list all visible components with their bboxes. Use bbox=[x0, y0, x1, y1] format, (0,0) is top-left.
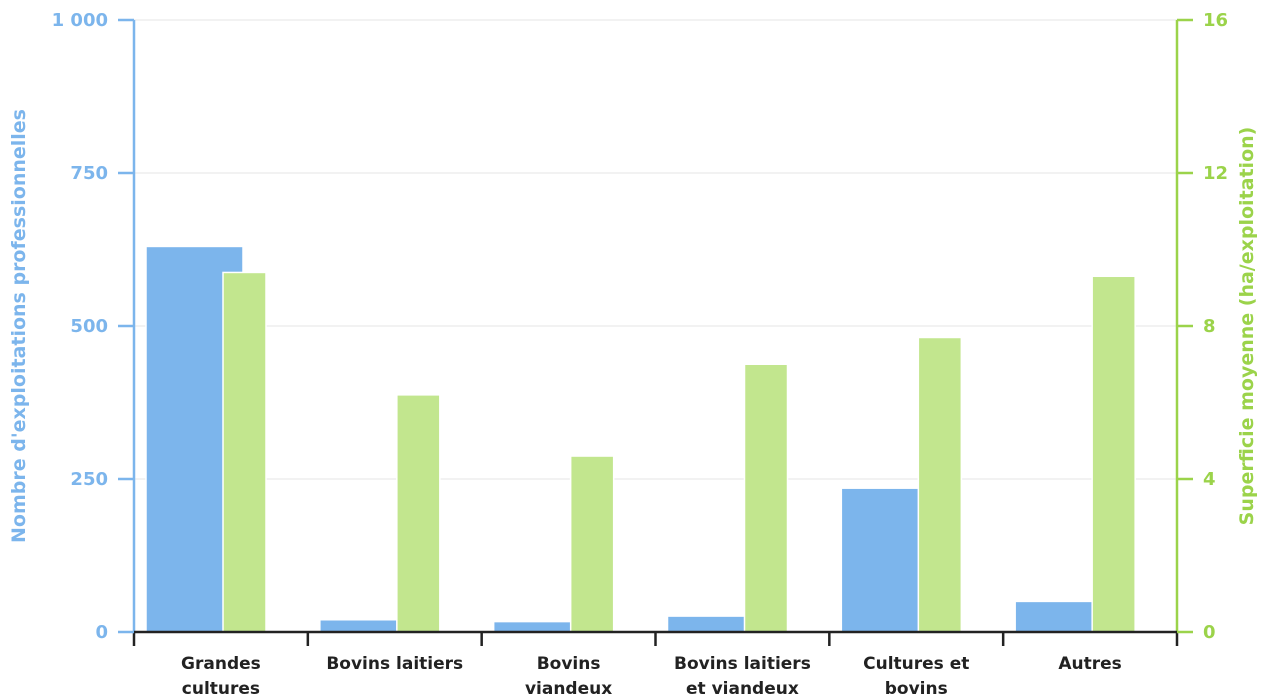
category-label: Autres bbox=[1058, 654, 1121, 674]
right-axis-ticks: 0 4 8 12 16 bbox=[1177, 10, 1228, 643]
category-label: Bovins bbox=[537, 654, 601, 674]
left-tick-label: 500 bbox=[70, 316, 108, 337]
left-tick-label: 0 bbox=[95, 622, 108, 643]
axes bbox=[132, 20, 1179, 646]
category-label: Cultures et bbox=[863, 654, 969, 674]
bar-right-series bbox=[222, 271, 267, 633]
left-axis-title: Nombre d'exploitations professionnelles bbox=[8, 109, 30, 543]
left-tick-label: 1 000 bbox=[52, 10, 108, 31]
right-tick-label: 16 bbox=[1203, 10, 1228, 31]
right-axis-title: Superficie moyenne (ha/exploitation) bbox=[1236, 127, 1258, 526]
left-tick-label: 250 bbox=[70, 469, 108, 490]
right-tick-label: 0 bbox=[1203, 622, 1216, 643]
right-tick-label: 8 bbox=[1203, 316, 1216, 337]
category-label: bovins bbox=[885, 679, 948, 698]
category-label: Grandes bbox=[181, 654, 261, 674]
right-tick-label: 4 bbox=[1203, 469, 1216, 490]
bar-right-series bbox=[917, 336, 963, 633]
gridlines bbox=[134, 19, 1177, 480]
left-axis-ticks: 0 250 500 750 1 000 bbox=[52, 10, 134, 643]
left-tick-label: 750 bbox=[70, 163, 108, 184]
category-label: Bovins laitiers bbox=[674, 654, 811, 674]
category-label: viandeux bbox=[525, 679, 612, 698]
right-tick-label: 12 bbox=[1203, 163, 1228, 184]
bars bbox=[145, 245, 1136, 633]
bar-right-series bbox=[743, 363, 789, 633]
category-label: Bovins laitiers bbox=[326, 654, 463, 674]
category-label: cultures bbox=[182, 679, 260, 698]
bar-right-series bbox=[396, 394, 441, 633]
bar-right-series bbox=[1091, 275, 1136, 633]
bar-right-series bbox=[569, 455, 615, 633]
category-label: et viandeux bbox=[686, 679, 799, 698]
category-labels: Grandes cultures Bovins laitiers Bovins vian… bbox=[181, 654, 1122, 698]
